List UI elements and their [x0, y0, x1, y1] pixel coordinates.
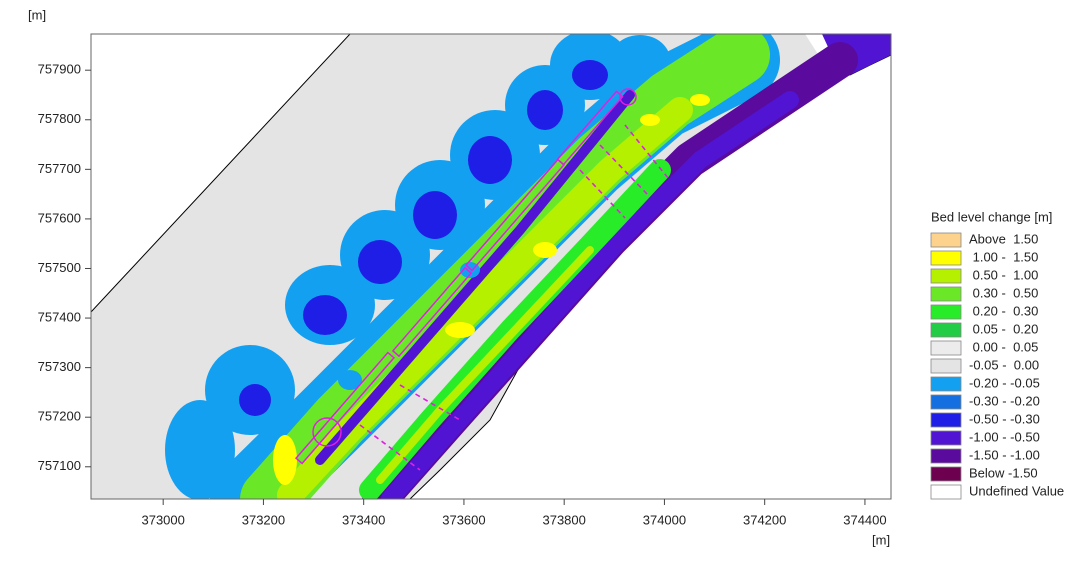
legend-swatch	[930, 412, 962, 428]
x-tick-label: 374000	[643, 512, 686, 527]
contour-blob	[413, 191, 457, 239]
legend-label: -1.50 - -1.00	[969, 447, 1040, 462]
map	[91, 34, 891, 499]
contour-band	[315, 90, 635, 465]
contour-blob	[572, 60, 608, 90]
legend-swatch	[930, 358, 962, 374]
contour-blob	[640, 114, 660, 126]
contour-blob	[358, 240, 402, 284]
legend-label: Above 1.50	[969, 231, 1038, 246]
legend-label: 0.30 - 0.50	[969, 285, 1038, 300]
x-axis-label: [m]	[872, 532, 890, 547]
x-tick-label: 373000	[141, 512, 184, 527]
legend-swatch	[930, 448, 962, 464]
legend-swatch	[930, 250, 962, 266]
legend-label: 0.05 - 0.20	[969, 321, 1038, 336]
legend-label: 0.00 - 0.05	[969, 339, 1038, 354]
x-tick-label: 373800	[542, 512, 585, 527]
contour-blob	[468, 136, 512, 184]
legend-label: -0.20 - -0.05	[969, 375, 1040, 390]
legend-swatch	[930, 286, 962, 302]
legend-swatch	[930, 484, 962, 500]
structures	[294, 88, 669, 471]
legend-swatch	[930, 376, 962, 392]
contour-blob	[239, 384, 271, 416]
legend-swatch	[930, 232, 962, 248]
x-tick-label: 373200	[242, 512, 285, 527]
y-tick-label: 757800	[38, 111, 81, 126]
y-axis-label: [m]	[28, 7, 46, 22]
outside-domain	[91, 34, 351, 313]
y-tick-label: 757500	[38, 260, 81, 275]
contour-blob	[533, 242, 557, 258]
legend-label: -0.05 - 0.00	[969, 357, 1039, 372]
legend-swatch	[930, 340, 962, 356]
legend-label: Below -1.50	[969, 465, 1038, 480]
contour-blob	[273, 435, 297, 485]
legend-label: -1.00 - -0.50	[969, 429, 1040, 444]
contour-blob	[690, 94, 710, 106]
legend-swatch	[930, 322, 962, 338]
contour-blob	[527, 90, 563, 130]
y-tick-label: 757400	[38, 309, 81, 324]
y-tick-label: 757700	[38, 161, 81, 176]
legend-label: -0.30 - -0.20	[969, 393, 1040, 408]
x-tick-label: 373600	[442, 512, 485, 527]
legend-label: 0.50 - 1.00	[969, 267, 1038, 282]
y-tick-label: 757100	[38, 458, 81, 473]
legend-label: 0.20 - 0.30	[969, 303, 1038, 318]
legend-label: Undefined Value	[969, 483, 1064, 498]
legend-swatch	[930, 466, 962, 482]
contour-blob	[445, 322, 475, 338]
legend-swatch	[930, 268, 962, 284]
x-tick-label: 374200	[743, 512, 786, 527]
legend-label: -0.50 - -0.30	[969, 411, 1040, 426]
y-tick-label: 757900	[38, 62, 81, 77]
legend-swatch	[930, 394, 962, 410]
legend-swatch	[930, 430, 962, 446]
y-tick-label: 757300	[38, 359, 81, 374]
legend-label: 1.00 - 1.50	[969, 249, 1038, 264]
x-tick-label: 373400	[342, 512, 385, 527]
y-tick-label: 757200	[38, 409, 81, 424]
legend-swatch	[930, 304, 962, 320]
y-tick-label: 757600	[38, 210, 81, 225]
legend-title: Bed level change [m]	[931, 209, 1052, 224]
contour-blob	[303, 295, 347, 335]
contour-blob	[338, 370, 362, 390]
x-tick-label: 374400	[843, 512, 886, 527]
contour-blob	[165, 400, 235, 499]
plot-frame	[90, 33, 892, 500]
contour-band	[376, 246, 594, 484]
contour-band	[381, 91, 799, 499]
